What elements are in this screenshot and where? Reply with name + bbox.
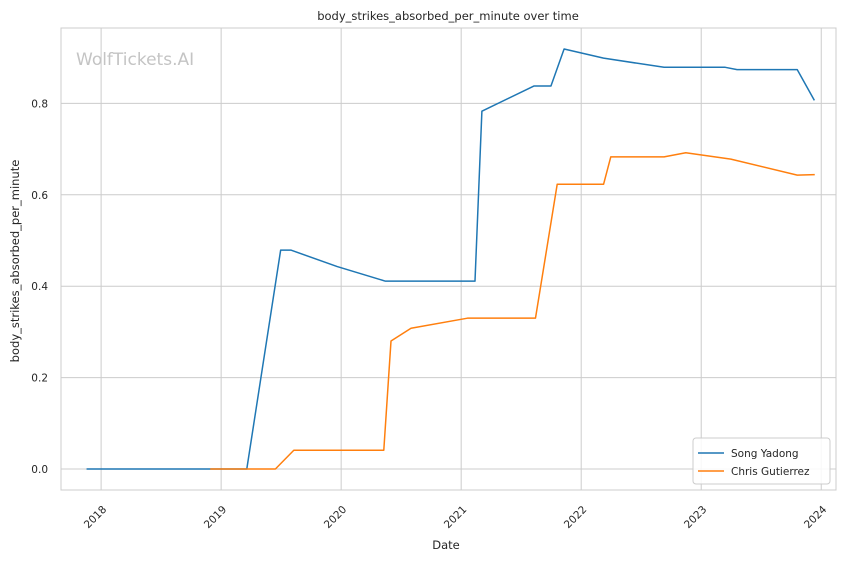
y-tick-label: 0.6 — [31, 190, 48, 202]
legend-label: Song Yadong — [731, 448, 799, 460]
x-tick-label: 2021 — [442, 504, 469, 531]
legend-box — [692, 437, 831, 485]
x-axis-label: Date — [432, 538, 460, 552]
x-tick-label: 2019 — [202, 504, 229, 531]
y-axis-label: body_strikes_absorbed_per_minute — [8, 160, 22, 363]
x-tick-label: 2020 — [322, 504, 349, 531]
series-lines — [86, 48, 816, 470]
y-tick-label: 0.2 — [31, 373, 48, 385]
plot-area — [61, 28, 836, 490]
x-axis-ticks: 2018 2019 2020 2021 2022 2023 2024 — [82, 503, 830, 531]
series-line-chris-gutierrez — [210, 152, 815, 470]
watermark: WolfTickets.AI — [76, 50, 194, 70]
x-tick-label: 2023 — [682, 504, 709, 531]
series-line-song-yadong — [86, 48, 816, 470]
plot-frame — [60, 27, 837, 491]
legend: Song Yadong Chris Gutierrez — [692, 437, 831, 485]
y-tick-label: 0.4 — [31, 281, 48, 293]
grid — [61, 28, 836, 490]
x-tick-label: 2024 — [802, 503, 830, 531]
y-axis-ticks: 0.0 0.2 0.4 0.6 0.8 — [31, 98, 48, 476]
chart-title: body_strikes_absorbed_per_minute over ti… — [317, 9, 579, 23]
y-tick-label: 0.8 — [31, 98, 48, 110]
legend-label: Chris Gutierrez — [731, 466, 810, 478]
x-tick-label: 2022 — [562, 504, 589, 531]
x-tick-label: 2018 — [82, 504, 109, 531]
y-tick-label: 0.0 — [31, 464, 48, 476]
